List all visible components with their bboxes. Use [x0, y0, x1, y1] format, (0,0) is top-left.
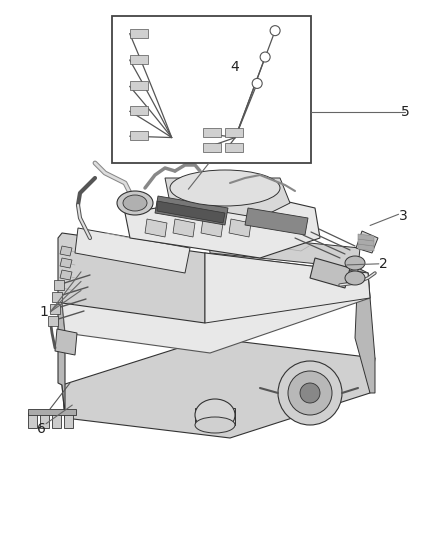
Polygon shape	[145, 219, 167, 237]
Circle shape	[270, 26, 280, 36]
Polygon shape	[58, 233, 205, 323]
Circle shape	[260, 52, 270, 62]
Polygon shape	[173, 219, 195, 237]
Polygon shape	[52, 413, 61, 428]
Polygon shape	[50, 304, 60, 314]
Polygon shape	[195, 408, 235, 425]
Ellipse shape	[170, 170, 280, 206]
Polygon shape	[358, 234, 374, 241]
Polygon shape	[205, 253, 370, 323]
Text: 1: 1	[39, 305, 48, 319]
Polygon shape	[358, 239, 374, 246]
Polygon shape	[52, 292, 62, 302]
Polygon shape	[155, 196, 228, 225]
Polygon shape	[208, 233, 360, 268]
Bar	[130, 55, 148, 64]
Ellipse shape	[300, 383, 320, 403]
Ellipse shape	[345, 271, 365, 285]
Ellipse shape	[345, 256, 365, 270]
Polygon shape	[48, 316, 58, 326]
Bar	[112, 16, 311, 163]
Bar	[225, 128, 243, 138]
Polygon shape	[28, 413, 37, 428]
Ellipse shape	[123, 195, 147, 211]
Polygon shape	[40, 413, 49, 428]
Polygon shape	[165, 178, 290, 218]
Polygon shape	[54, 280, 64, 290]
Polygon shape	[157, 201, 225, 223]
Bar	[203, 143, 221, 152]
Polygon shape	[28, 409, 76, 415]
Ellipse shape	[278, 361, 342, 425]
Polygon shape	[60, 246, 72, 256]
Bar	[225, 143, 243, 152]
Ellipse shape	[195, 417, 235, 433]
Polygon shape	[201, 219, 223, 237]
Polygon shape	[125, 193, 320, 258]
Polygon shape	[60, 270, 72, 280]
Ellipse shape	[195, 399, 235, 431]
Text: 5: 5	[401, 105, 410, 119]
Polygon shape	[75, 228, 190, 273]
Polygon shape	[62, 253, 370, 353]
Ellipse shape	[117, 191, 153, 215]
Polygon shape	[355, 268, 375, 393]
Polygon shape	[58, 298, 65, 418]
Text: 3: 3	[399, 209, 407, 223]
Text: 4: 4	[230, 60, 239, 74]
Bar	[130, 82, 148, 91]
Polygon shape	[55, 329, 77, 355]
Polygon shape	[245, 208, 308, 235]
Circle shape	[252, 78, 262, 88]
Bar	[130, 131, 148, 140]
Bar	[130, 29, 148, 38]
Polygon shape	[64, 413, 73, 428]
Polygon shape	[356, 231, 378, 253]
Text: 6: 6	[37, 422, 46, 436]
Bar	[130, 106, 148, 115]
Ellipse shape	[288, 371, 332, 415]
Polygon shape	[62, 338, 375, 438]
Text: 2: 2	[379, 257, 388, 271]
Polygon shape	[60, 258, 72, 268]
Polygon shape	[310, 258, 350, 288]
Polygon shape	[358, 244, 374, 251]
Polygon shape	[229, 219, 251, 237]
Bar	[203, 128, 221, 138]
